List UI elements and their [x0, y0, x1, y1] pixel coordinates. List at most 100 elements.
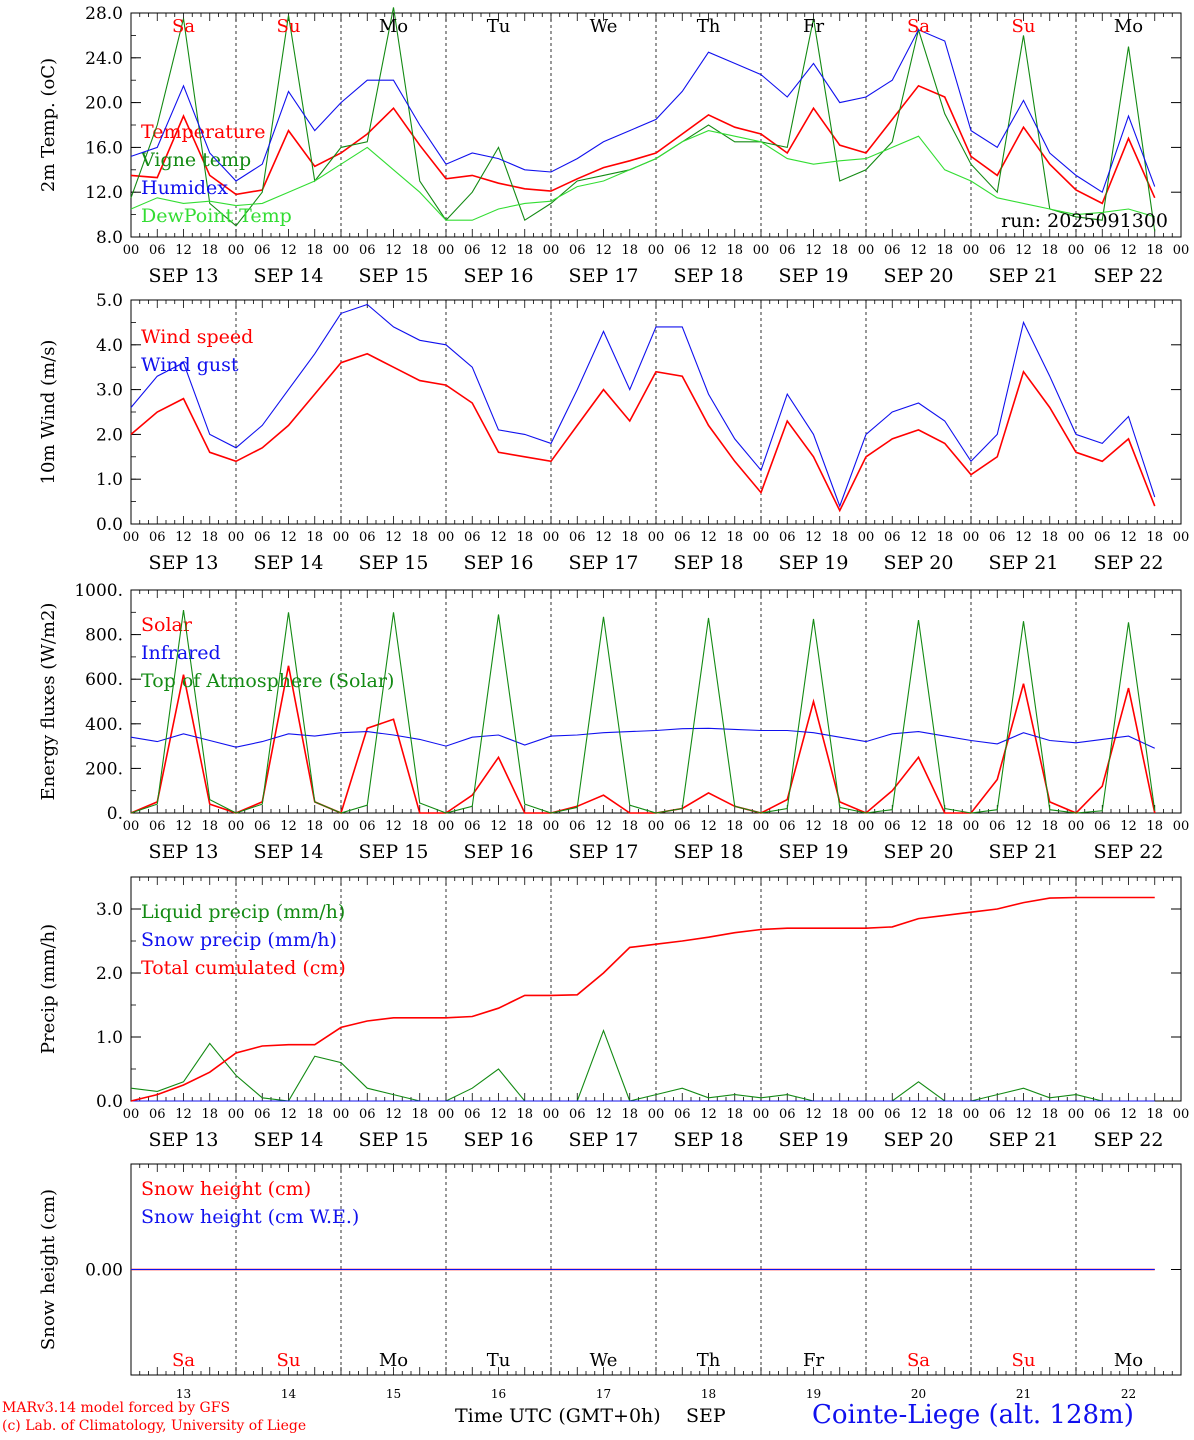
date-label: SEP 21: [989, 552, 1059, 574]
hour-label: 06: [149, 530, 166, 545]
hour-label: 06: [149, 819, 166, 834]
hour-label: 06: [1094, 530, 1111, 545]
series-line-2: [130, 727, 1155, 749]
hour-label: 12: [490, 530, 507, 545]
y-tick-label: 4.0: [96, 336, 123, 356]
hour-label: 00: [963, 243, 980, 258]
date-label: SEP 13: [149, 265, 219, 287]
hour-label: 06: [989, 819, 1006, 834]
hour-label: 00: [963, 530, 980, 545]
hour-label: 12: [910, 1107, 927, 1122]
hour-label: 00: [438, 819, 455, 834]
hour-label: 00: [858, 530, 875, 545]
hour-label: 00: [648, 819, 665, 834]
series-line-2: [130, 303, 1156, 508]
y-tick-label: 1000.: [74, 581, 123, 601]
hour-label: 12: [910, 243, 927, 258]
hour-label: 00: [753, 530, 770, 545]
panel-3: 0. 200. 400. 600. 800. 1000. Energy fluxes (W/…: [38, 581, 1189, 863]
hour-label: 06: [464, 1107, 481, 1122]
date-label: SEP 20: [884, 1129, 954, 1151]
hour-label: 06: [569, 530, 586, 545]
hour-label: 12: [805, 819, 822, 834]
hour-label: 12: [910, 530, 927, 545]
weekday-label-bottom: We: [590, 1350, 618, 1371]
y-tick-label: 400.: [85, 715, 123, 735]
hour-label: 12: [1120, 819, 1137, 834]
hour-label: 18: [411, 819, 428, 834]
y-axis-title: 2m Temp. (oC): [38, 58, 59, 192]
date-label: SEP 15: [359, 1129, 429, 1151]
date-label: SEP 15: [359, 841, 429, 863]
hour-label: 12: [175, 243, 192, 258]
panel-5: 0.00 Snow height (cm) Snow height (cm) Snow…: [38, 1163, 1182, 1376]
legend-entry: Solar: [141, 614, 193, 636]
y-tick-label: 3.0: [96, 381, 123, 401]
y-tick-label: 2.0: [96, 964, 123, 984]
hour-label: 00: [753, 819, 770, 834]
day-number: 15: [386, 1387, 401, 1401]
hour-label: 00: [123, 530, 140, 545]
hour-label: 18: [306, 819, 323, 834]
hour-label: 06: [674, 819, 691, 834]
hour-label: 00: [228, 530, 245, 545]
hour-label: 12: [1015, 530, 1032, 545]
hour-label: 00: [438, 243, 455, 258]
weekday-label-top: Mo: [1114, 16, 1143, 37]
weekday-label-top: Fr: [803, 16, 824, 37]
legend-entry: Vigne temp: [140, 149, 251, 171]
date-label: SEP 13: [149, 841, 219, 863]
hour-label: 06: [884, 243, 901, 258]
legend-entry: Temperature: [141, 121, 265, 143]
hour-label: 18: [306, 530, 323, 545]
hour-label: 18: [936, 819, 953, 834]
y-tick-label: 0.0: [96, 1092, 123, 1112]
hour-label: 00: [1173, 1107, 1190, 1122]
hour-label: 06: [884, 530, 901, 545]
model-credit: MARv3.14 model forced by GFS (c) Lab. of…: [2, 1399, 306, 1435]
hour-label: 12: [595, 243, 612, 258]
y-axis-title: 10m Wind (m/s): [38, 340, 59, 485]
hour-label: 00: [543, 1107, 560, 1122]
hour-label: 00: [1173, 530, 1190, 545]
hour-label: 00: [753, 243, 770, 258]
plot-frame: [130, 299, 1182, 525]
hour-label: 00: [1068, 530, 1085, 545]
date-label: SEP 22: [1094, 552, 1164, 574]
weekday-label-top: Mo: [379, 16, 408, 37]
day-number: 21: [1016, 1387, 1031, 1401]
hour-label: 18: [1146, 243, 1163, 258]
hour-label: 06: [884, 819, 901, 834]
hour-label: 12: [1015, 819, 1032, 834]
hour-label: 18: [936, 1107, 953, 1122]
day-number: 19: [806, 1387, 821, 1401]
hour-label: 12: [385, 530, 402, 545]
hour-label: 12: [280, 819, 297, 834]
hour-label: 18: [936, 530, 953, 545]
date-label: SEP 22: [1094, 841, 1164, 863]
hour-label: 00: [543, 819, 560, 834]
hour-label: 00: [1068, 243, 1085, 258]
date-label: SEP 19: [779, 552, 849, 574]
legend-entry: Snow height (cm W.E.): [141, 1206, 359, 1228]
hour-label: 06: [989, 1107, 1006, 1122]
hour-label: 12: [280, 1107, 297, 1122]
weekday-label-top: Su: [277, 16, 301, 37]
y-tick-label: 200.: [85, 759, 123, 779]
date-label: SEP 14: [254, 841, 324, 863]
hour-label: 00: [438, 530, 455, 545]
y-tick-label: 0.00: [85, 1261, 123, 1281]
hour-label: 06: [254, 530, 271, 545]
hour-label: 06: [1094, 1107, 1111, 1122]
hour-label: 00: [963, 1107, 980, 1122]
series-line-2: [130, 7, 1156, 232]
y-tick-label: 600.: [85, 670, 123, 690]
date-label: SEP 14: [254, 265, 324, 287]
date-label: SEP 15: [359, 265, 429, 287]
hour-label: 06: [779, 1107, 796, 1122]
y-tick-label: 5.0: [96, 291, 123, 311]
hour-label: 12: [280, 530, 297, 545]
day-number: 13: [176, 1387, 191, 1401]
date-label: SEP 17: [569, 265, 639, 287]
hour-label: 00: [333, 1107, 350, 1122]
